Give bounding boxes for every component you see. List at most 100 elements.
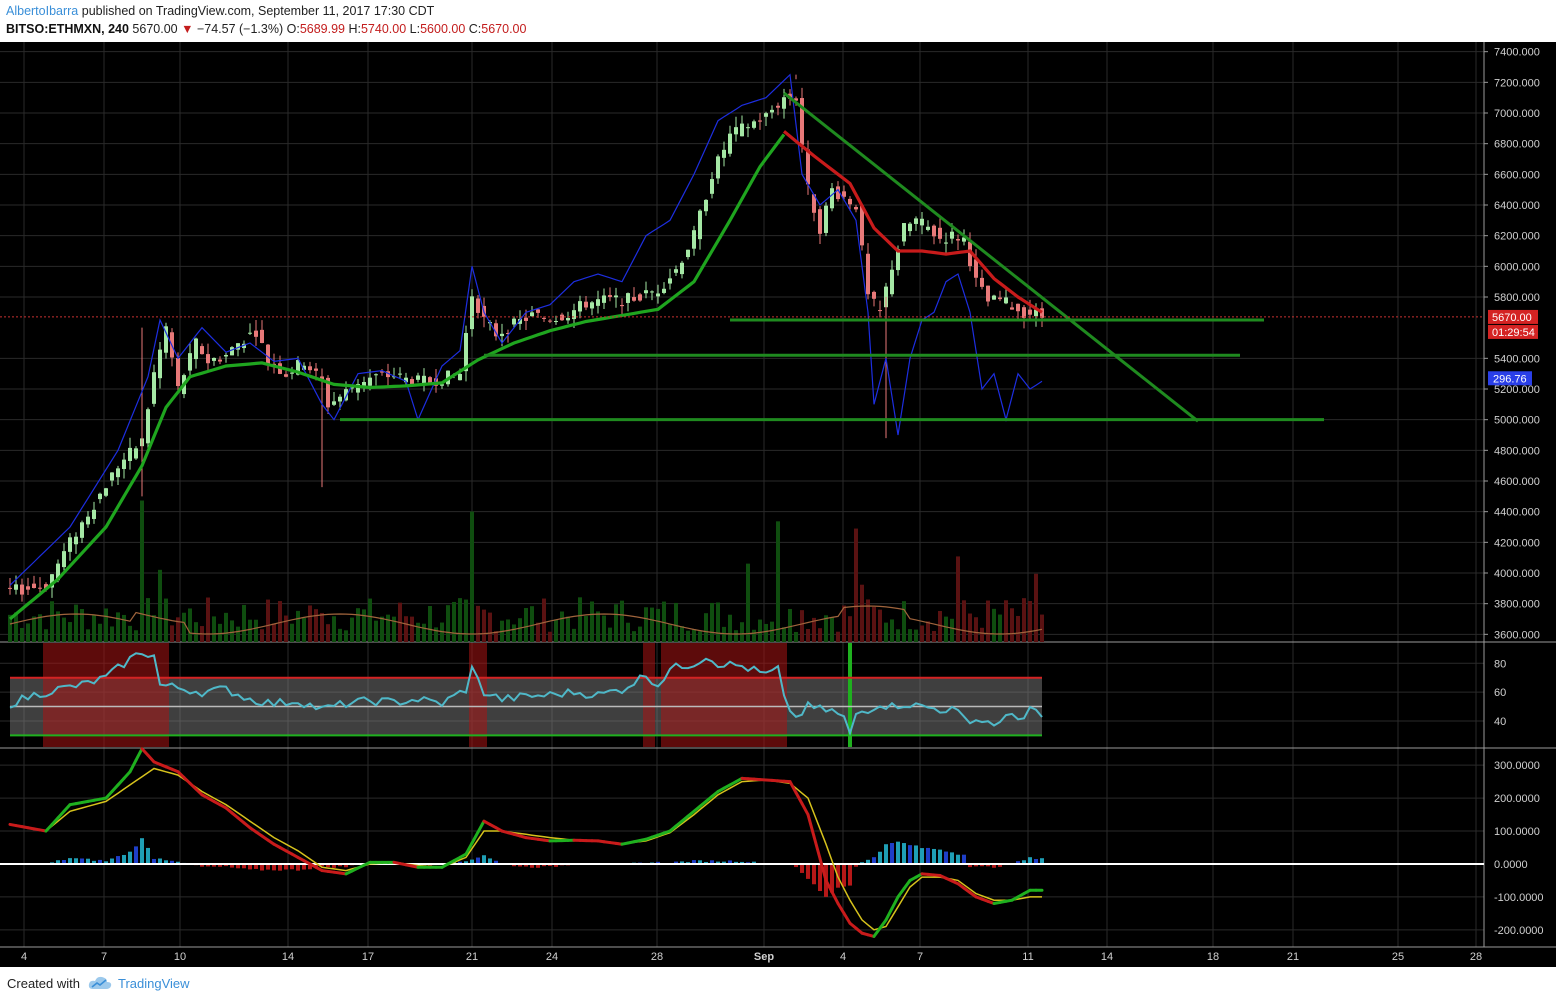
volume-bar bbox=[782, 627, 786, 642]
candle bbox=[386, 363, 390, 387]
candle bbox=[260, 320, 264, 344]
tradingview-brand-link[interactable]: TradingView bbox=[118, 976, 190, 991]
macd-histogram-bar bbox=[548, 863, 552, 867]
candle-body bbox=[224, 354, 228, 357]
price-axis-label: 4400.000 bbox=[1494, 507, 1540, 519]
candle bbox=[200, 343, 204, 355]
candle bbox=[530, 305, 534, 317]
candle-body bbox=[212, 357, 216, 361]
macd-histogram-bar bbox=[128, 851, 132, 864]
macd-histogram-bar bbox=[950, 852, 954, 864]
volume-bar bbox=[644, 607, 648, 642]
volume-bar bbox=[1034, 573, 1038, 642]
candle bbox=[98, 492, 102, 504]
candle-body bbox=[854, 206, 858, 210]
high-value: 5740.00 bbox=[360, 22, 407, 36]
macd-histogram-bar bbox=[68, 858, 72, 864]
candle-body bbox=[266, 344, 270, 364]
volume-bar bbox=[272, 623, 276, 642]
price-axis-label: 5000.000 bbox=[1494, 415, 1540, 427]
macd-histogram-bar bbox=[962, 854, 966, 864]
volume-bar bbox=[92, 614, 96, 642]
low-label: L: bbox=[409, 22, 421, 36]
candle bbox=[464, 325, 468, 382]
candle bbox=[392, 367, 396, 379]
candle bbox=[944, 232, 948, 253]
candle bbox=[764, 111, 768, 126]
candle bbox=[998, 290, 1002, 302]
macd-histogram-bar bbox=[332, 863, 336, 868]
candle bbox=[866, 243, 870, 300]
volume-bar bbox=[974, 617, 978, 642]
volume-bar bbox=[560, 611, 564, 642]
volume-bar bbox=[152, 615, 156, 642]
macd-axis-label: -200.0000 bbox=[1494, 925, 1544, 937]
candle-body bbox=[284, 374, 288, 377]
macd-histogram-bar bbox=[302, 863, 306, 870]
volume-bar bbox=[1028, 600, 1032, 642]
down-arrow-icon: ▼ bbox=[181, 22, 194, 36]
candle-body bbox=[542, 317, 546, 319]
candle-body bbox=[716, 156, 720, 179]
volume-bar bbox=[512, 624, 516, 642]
grid-lines bbox=[0, 42, 1484, 947]
candle-body bbox=[14, 584, 18, 590]
candle bbox=[734, 116, 738, 142]
candle-body bbox=[992, 295, 996, 300]
volume-bar bbox=[452, 601, 456, 642]
volume-bar bbox=[794, 631, 798, 642]
candle-body bbox=[290, 372, 294, 374]
descending-trendline bbox=[783, 91, 1199, 423]
candle-body bbox=[134, 448, 138, 459]
macd-histogram-bar bbox=[110, 858, 114, 864]
macd-histogram-bar bbox=[146, 847, 150, 864]
volume-bar bbox=[386, 614, 390, 642]
volume-bar bbox=[350, 617, 354, 642]
volume-bar bbox=[926, 621, 930, 642]
author-link[interactable]: AlbertoIbarra bbox=[6, 4, 79, 18]
candle-body bbox=[962, 237, 966, 242]
time-axis-label: 17 bbox=[362, 951, 374, 963]
volume-bar bbox=[650, 607, 654, 642]
macd-histogram-bar bbox=[992, 863, 996, 868]
candle-body bbox=[470, 296, 474, 330]
candle-body bbox=[872, 291, 876, 299]
time-axis-label: 10 bbox=[174, 951, 186, 963]
macd-line-segment bbox=[812, 835, 822, 860]
volume-bar bbox=[920, 625, 924, 642]
volume-bar bbox=[518, 618, 522, 642]
candle bbox=[752, 119, 756, 130]
candle-body bbox=[758, 120, 762, 122]
macd-histogram-bar bbox=[224, 863, 228, 867]
candle bbox=[932, 224, 936, 245]
candle bbox=[956, 234, 960, 250]
macd-histogram-bar bbox=[848, 863, 852, 886]
candle-body bbox=[842, 191, 846, 197]
macd-histogram-bar bbox=[170, 860, 174, 864]
volume-bar bbox=[656, 608, 660, 642]
rsi-axis-label: 60 bbox=[1494, 687, 1506, 699]
candle bbox=[1016, 303, 1020, 321]
candle-body bbox=[968, 241, 972, 267]
candle-body bbox=[764, 113, 768, 117]
volume-bar bbox=[26, 623, 30, 642]
tradingview-cloud-icon bbox=[88, 976, 112, 989]
volume-bar bbox=[392, 616, 396, 642]
macd-histogram-bar bbox=[896, 841, 900, 864]
candle bbox=[740, 115, 744, 137]
candle bbox=[26, 577, 30, 596]
volume-bar bbox=[308, 605, 312, 642]
chart-area[interactable]: 7400.000 7200.000 7000.000 6800.000 6600.000… bbox=[0, 42, 1556, 967]
chart-canvas[interactable]: 7400.000 7200.000 7000.000 6800.000 6600.000… bbox=[0, 42, 1556, 967]
volume-bar bbox=[740, 622, 744, 642]
macd-line-segment bbox=[896, 887, 906, 899]
macd-histogram-bar bbox=[920, 848, 924, 864]
candle-body bbox=[296, 360, 300, 375]
publish-info: published on TradingView.com, September … bbox=[78, 4, 435, 18]
candle bbox=[38, 577, 42, 595]
volume-bar bbox=[176, 617, 180, 642]
candle bbox=[626, 292, 630, 312]
macd-histogram-bar bbox=[698, 860, 702, 864]
candle-body bbox=[302, 365, 306, 370]
volume-bar bbox=[620, 600, 624, 642]
